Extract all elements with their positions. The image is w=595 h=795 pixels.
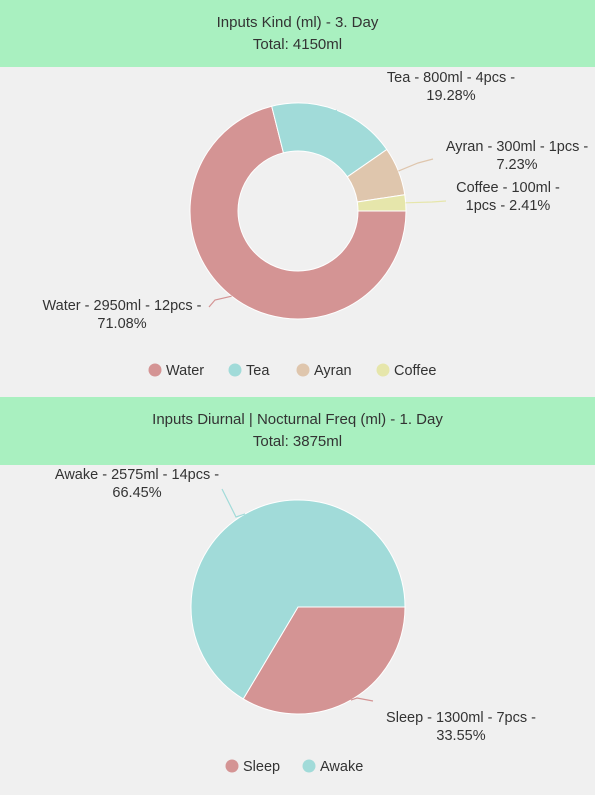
data-label-coffee: Coffee - 100ml -1pcs - 2.41%	[456, 180, 560, 214]
legend-item-tea[interactable]: Tea	[228, 363, 271, 379]
chart-total: Total: 4150ml	[252, 35, 343, 53]
data-label-tea: Tea - 800ml - 4pcs -19.28%	[387, 70, 515, 104]
legend-swatch-awake	[302, 759, 316, 773]
donut-chart: Water - 2950ml - 12pcs -71.08% Tea - 800m…	[42, 70, 589, 379]
data-label-ayran: Ayran - 300ml - 1pcs -7.23%	[446, 139, 589, 173]
leader-line-coffee	[405, 200, 447, 204]
legend-label-ayran: Ayran	[314, 363, 352, 379]
chart-header: Inputs Kind (ml) - 3. Day Total: 4150ml	[0, 0, 595, 67]
legend-swatch-water	[148, 363, 162, 377]
slice-coffee[interactable]	[356, 194, 407, 212]
chart-panel-diurnal-nocturnal: Inputs Diurnal | Nocturnal Freq (ml) - 1…	[0, 397, 595, 795]
leader-line-sleep	[350, 697, 374, 702]
chart-title: Inputs Diurnal | Nocturnal Freq (ml) - 1…	[152, 411, 443, 428]
leader-line-water	[208, 295, 232, 308]
legend-item-sleep[interactable]: Sleep	[225, 759, 281, 775]
chart-area: Water - 2950ml - 12pcs -71.08% Tea - 800m…	[0, 67, 595, 397]
legend-label-water: Water	[166, 363, 204, 379]
leader-line-ayran	[398, 158, 434, 172]
legend-label-coffee: Coffee	[394, 363, 436, 379]
chart-area: Sleep - 1300ml - 7pcs -33.55% Awake - 257…	[0, 465, 595, 795]
data-label-water: Water - 2950ml - 12pcs -71.08%	[42, 298, 201, 332]
chart-panel-inputs-kind: Inputs Kind (ml) - 3. Day Total: 4150ml …	[0, 0, 595, 397]
legend-item-awake[interactable]: Awake	[302, 759, 364, 775]
slice-water[interactable]	[189, 105, 407, 320]
chart-header: Inputs Diurnal | Nocturnal Freq (ml) - 1…	[0, 397, 595, 465]
data-label-sleep: Sleep - 1300ml - 7pcs -33.55%	[386, 710, 536, 744]
pie-chart: Sleep - 1300ml - 7pcs -33.55% Awake - 257…	[55, 467, 536, 775]
legend-swatch-ayran	[296, 363, 310, 377]
chart-title: Inputs Kind (ml) - 3. Day	[216, 13, 379, 31]
slice-sleep[interactable]	[242, 606, 406, 715]
legend-label-sleep: Sleep	[243, 759, 280, 775]
chart-total: Total: 3875ml	[252, 433, 343, 450]
legend-swatch-tea	[228, 363, 242, 377]
legend-swatch-coffee	[376, 363, 390, 377]
legend-item-coffee[interactable]: Coffee	[376, 363, 437, 379]
slice-awake[interactable]	[190, 499, 406, 700]
legend-item-water[interactable]: Water	[148, 363, 205, 379]
legend-swatch-sleep	[225, 759, 239, 773]
legend-item-ayran[interactable]: Ayran	[296, 363, 352, 379]
legend-label-awake: Awake	[320, 759, 363, 775]
leader-line-awake	[221, 488, 246, 518]
data-label-awake: Awake - 2575ml - 14pcs -66.45%	[55, 467, 219, 501]
leader-line-tea	[335, 109, 377, 161]
legend-label-tea: Tea	[246, 363, 270, 379]
